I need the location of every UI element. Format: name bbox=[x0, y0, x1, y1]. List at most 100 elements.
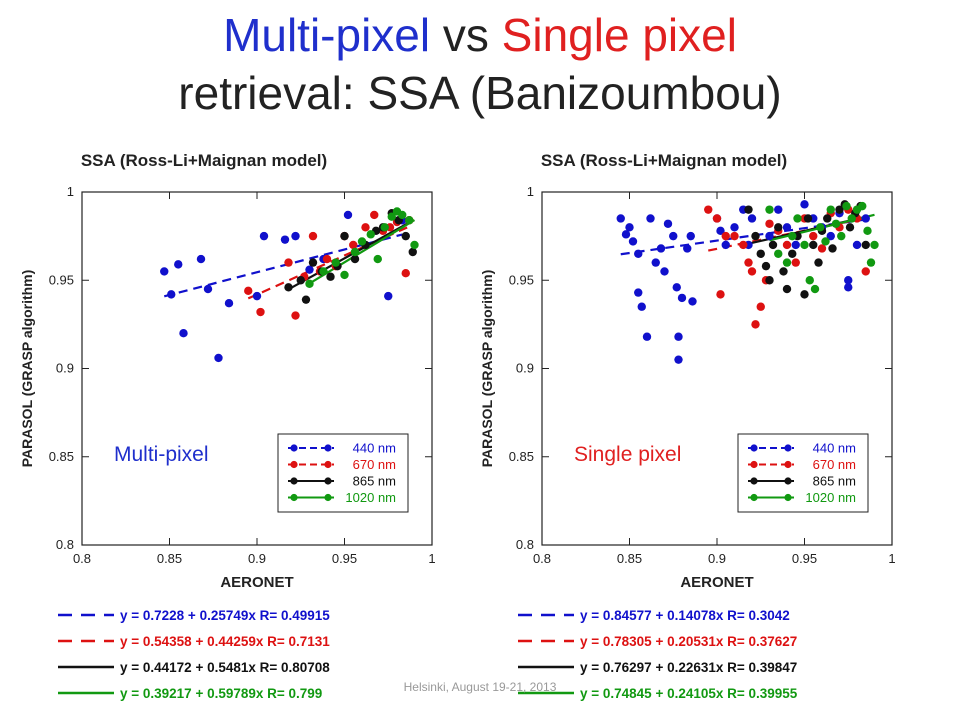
data-point-1020-nm bbox=[358, 237, 366, 245]
data-point-1020-nm bbox=[867, 258, 875, 266]
data-point-865-nm bbox=[284, 283, 292, 291]
legend-label: 440 nm bbox=[353, 441, 396, 456]
legend-marker bbox=[324, 494, 331, 501]
x-tick-label: 0.95 bbox=[332, 551, 357, 566]
data-point-670-nm bbox=[739, 241, 747, 249]
y-tick-label: 0.8 bbox=[516, 537, 534, 552]
data-point-1020-nm bbox=[837, 232, 845, 240]
y-tick-label: 0.95 bbox=[49, 272, 74, 287]
data-point-670-nm bbox=[744, 258, 752, 266]
data-point-865-nm bbox=[846, 223, 854, 231]
fit-equation: y = 0.78305 + 0.20531x R= 0.37627 bbox=[580, 634, 797, 649]
data-point-865-nm bbox=[402, 232, 410, 240]
data-point-670-nm bbox=[730, 232, 738, 240]
data-point-440-nm bbox=[853, 241, 861, 249]
data-point-865-nm bbox=[326, 273, 334, 281]
data-point-1020-nm bbox=[800, 241, 808, 249]
data-point-865-nm bbox=[800, 290, 808, 298]
data-point-865-nm bbox=[804, 214, 812, 222]
data-point-1020-nm bbox=[374, 255, 382, 263]
data-point-440-nm bbox=[748, 214, 756, 222]
legend-marker bbox=[324, 444, 331, 451]
data-point-440-nm bbox=[687, 232, 695, 240]
data-point-440-nm bbox=[214, 354, 222, 362]
data-point-1020-nm bbox=[832, 220, 840, 228]
legend-marker bbox=[290, 494, 297, 501]
fit-equation: y = 0.44172 + 0.5481x R= 0.80708 bbox=[120, 660, 330, 675]
data-point-1020-nm bbox=[793, 214, 801, 222]
data-point-1020-nm bbox=[821, 237, 829, 245]
data-point-670-nm bbox=[256, 308, 264, 316]
data-point-440-nm bbox=[765, 232, 773, 240]
data-point-440-nm bbox=[634, 250, 642, 258]
x-tick-label: 0.8 bbox=[533, 551, 551, 566]
legend-marker bbox=[750, 494, 757, 501]
data-point-440-nm bbox=[674, 333, 682, 341]
legend-marker bbox=[750, 477, 757, 484]
data-point-1020-nm bbox=[765, 205, 773, 213]
data-point-440-nm bbox=[688, 297, 696, 305]
data-point-440-nm bbox=[174, 260, 182, 268]
data-point-440-nm bbox=[197, 255, 205, 263]
data-point-865-nm bbox=[762, 262, 770, 270]
data-point-1020-nm bbox=[806, 276, 814, 284]
data-point-865-nm bbox=[783, 285, 791, 293]
data-point-1020-nm bbox=[410, 241, 418, 249]
data-point-440-nm bbox=[844, 283, 852, 291]
data-point-865-nm bbox=[769, 241, 777, 249]
data-point-440-nm bbox=[253, 292, 261, 300]
legend-marker bbox=[784, 477, 791, 484]
title-vs: vs bbox=[443, 9, 489, 61]
data-point-1020-nm bbox=[858, 202, 866, 210]
legend-marker bbox=[324, 461, 331, 468]
data-point-670-nm bbox=[783, 241, 791, 249]
legend-label: 865 nm bbox=[813, 474, 856, 489]
legend-marker bbox=[784, 494, 791, 501]
data-point-865-nm bbox=[744, 205, 752, 213]
data-point-440-nm bbox=[260, 232, 268, 240]
data-point-1020-nm bbox=[319, 267, 327, 275]
legend-marker bbox=[750, 461, 757, 468]
y-axis-label: PARASOL (GRASP algorithm) bbox=[479, 270, 495, 468]
data-point-865-nm bbox=[751, 232, 759, 240]
data-point-440-nm bbox=[204, 285, 212, 293]
data-point-1020-nm bbox=[811, 285, 819, 293]
data-point-440-nm bbox=[783, 223, 791, 231]
data-point-670-nm bbox=[862, 267, 870, 275]
data-point-440-nm bbox=[617, 214, 625, 222]
data-point-865-nm bbox=[765, 276, 773, 284]
data-point-440-nm bbox=[625, 223, 633, 231]
data-point-670-nm bbox=[349, 241, 357, 249]
y-tick-label: 0.85 bbox=[509, 449, 534, 464]
data-point-1020-nm bbox=[405, 216, 413, 224]
data-point-670-nm bbox=[309, 232, 317, 240]
data-point-670-nm bbox=[244, 287, 252, 295]
data-point-1020-nm bbox=[398, 211, 406, 219]
x-tick-label: 0.8 bbox=[73, 551, 91, 566]
chart-title: SSA (Ross-Li+Maignan model) bbox=[81, 151, 327, 170]
panel-annotation: Single pixel bbox=[574, 443, 681, 466]
data-point-440-nm bbox=[634, 288, 642, 296]
data-point-440-nm bbox=[800, 200, 808, 208]
slide-title: Multi-pixel vs Single pixel retrieval: S… bbox=[0, 6, 960, 122]
x-tick-label: 0.85 bbox=[157, 551, 182, 566]
data-point-670-nm bbox=[716, 290, 724, 298]
legend-label: 1020 nm bbox=[345, 490, 396, 505]
data-point-670-nm bbox=[751, 320, 759, 328]
data-point-440-nm bbox=[652, 258, 660, 266]
x-axis-label: AERONET bbox=[680, 574, 753, 591]
legend-marker bbox=[290, 444, 297, 451]
legend-label: 670 nm bbox=[813, 457, 856, 472]
chart-title: SSA (Ross-Li+Maignan model) bbox=[541, 151, 787, 170]
data-point-865-nm bbox=[340, 232, 348, 240]
data-point-1020-nm bbox=[863, 227, 871, 235]
y-tick-label: 1 bbox=[67, 184, 74, 199]
data-point-440-nm bbox=[291, 232, 299, 240]
data-point-670-nm bbox=[757, 303, 765, 311]
data-point-865-nm bbox=[823, 214, 831, 222]
legend-marker bbox=[290, 461, 297, 468]
data-point-440-nm bbox=[730, 223, 738, 231]
title-single-pixel: Single pixel bbox=[502, 9, 737, 61]
legend-marker bbox=[784, 444, 791, 451]
x-tick-label: 0.9 bbox=[708, 551, 726, 566]
